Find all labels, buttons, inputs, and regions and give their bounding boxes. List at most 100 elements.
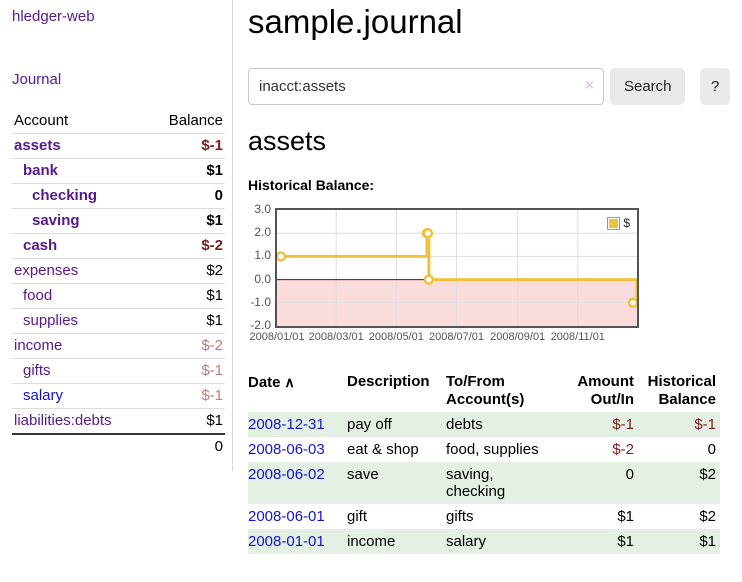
chart-plot: $ [275, 208, 639, 328]
register-row: 2008-06-02 save saving, checking 0 $2 [248, 462, 720, 504]
account-row: bank $1 [12, 158, 225, 184]
search-input[interactable] [248, 68, 605, 105]
sidebar-account-link[interactable]: cash [23, 237, 58, 254]
sidebar-nav: Journal [12, 71, 228, 88]
sidebar-item-journal[interactable]: Journal [12, 71, 62, 88]
register-header-description: Description [343, 370, 442, 412]
sidebar-account-link[interactable]: food [23, 287, 53, 304]
amount-cell: $1 [617, 508, 634, 525]
accounts-total-spacer [12, 434, 147, 459]
account-row: salary $-1 [12, 383, 225, 409]
register-header-to: To/From Account(s) [442, 370, 562, 412]
description-cell: save [347, 466, 379, 483]
accounts-total-row: 0 [12, 434, 225, 459]
sidebar-account-link[interactable]: income [14, 337, 63, 354]
transaction-date-link[interactable]: 2008-01-01 [248, 533, 325, 550]
transaction-date-link[interactable]: 2008-06-01 [248, 508, 325, 525]
sidebar-account-link[interactable]: salary [23, 387, 64, 404]
accounts-cell: gifts [446, 508, 474, 525]
chart-canvas [277, 210, 637, 326]
page-title: sample.journal [248, 3, 463, 40]
chart-section-label: Historical Balance: [248, 177, 375, 193]
accounts-cell: salary [446, 533, 487, 550]
header-label: Description [347, 373, 430, 390]
register-header-historical: Historical Balance [638, 370, 720, 412]
x-axis-tick-label: 2008/11/01 [550, 331, 605, 343]
balance-cell: $-1 [694, 416, 716, 433]
description-cell: income [347, 533, 396, 550]
y-axis-tick-label: 3.0 [254, 202, 271, 216]
search-input-wrap: × [248, 68, 605, 105]
sidebar-account-link[interactable]: assets [14, 137, 61, 154]
account-balance: $1 [206, 212, 223, 229]
account-row: food $1 [12, 283, 225, 309]
accounts-header-account: Account [14, 112, 69, 129]
register-table-body: 2008-12-31 pay off debts $-1 $-1 2008-06-03 ea… [248, 412, 720, 554]
account-balance: $1 [206, 287, 223, 304]
description-cell: eat & shop [347, 441, 419, 458]
register-row: 2008-01-01 income salary $1 $1 [248, 529, 720, 554]
brand-link[interactable]: hledger-web [12, 8, 95, 25]
header-label: Date [248, 374, 281, 391]
sort-asc-icon: ∧ [284, 374, 295, 390]
main-content: sample.journal × Search ? assets Histori… [248, 0, 730, 554]
x-axis-tick-label: 2008/01/01 [249, 331, 305, 343]
sidebar-account-link[interactable]: bank [23, 162, 59, 179]
balance-cell: $1 [699, 533, 716, 550]
register-table: Date ∧ Description To/From Account(s) Amount… [248, 370, 720, 554]
accounts-header-row: Account Balance [12, 109, 225, 134]
account-row: cash $-2 [12, 233, 225, 259]
account-balance: $1 [206, 412, 223, 429]
help-button[interactable]: ? [700, 68, 730, 105]
amount-cell: 0 [625, 466, 634, 483]
account-row: expenses $2 [12, 258, 225, 284]
account-balance: $-2 [201, 237, 223, 254]
amount-cell: $1 [617, 533, 634, 550]
accounts-header-balance: Balance [168, 112, 223, 129]
register-header-date[interactable]: Date ∧ [248, 370, 343, 412]
accounts-cell: saving, checking [446, 466, 506, 500]
x-axis-tick-label: 2008/05/01 [368, 331, 424, 343]
y-axis-tick-label: -2.0 [250, 318, 271, 332]
x-axis-tick-label: 2008/07/01 [428, 331, 485, 343]
accounts-cell: debts [446, 416, 483, 433]
register-row: 2008-06-03 eat & shop food, supplies $-2 0 [248, 437, 720, 462]
sidebar-account-link[interactable]: saving [32, 212, 80, 229]
account-balance: $-1 [201, 362, 223, 379]
register-header-row: Date ∧ Description To/From Account(s) Amount… [248, 370, 720, 412]
search-button[interactable]: Search [610, 68, 686, 105]
balance-cell: $2 [699, 466, 716, 483]
sidebar-account-link[interactable]: expenses [14, 262, 79, 279]
transaction-date-link[interactable]: 2008-06-02 [248, 466, 325, 483]
account-row: supplies $1 [12, 308, 225, 334]
sidebar: hledger-web Journal Account Balance asse… [0, 0, 233, 471]
legend-swatch-icon [607, 216, 621, 230]
sidebar-account-link[interactable]: gifts [23, 362, 51, 379]
account-row: assets $-1 [12, 133, 225, 159]
header-label: To/From Account(s) [446, 373, 525, 408]
account-row: checking 0 [12, 183, 225, 209]
sidebar-account-link[interactable]: liabilities:debts [14, 412, 112, 429]
transaction-date-link[interactable]: 2008-06-03 [248, 441, 325, 458]
header-label: Historical Balance [647, 373, 716, 408]
transaction-date-link[interactable]: 2008-12-31 [248, 416, 325, 433]
account-balance: $1 [206, 162, 223, 179]
chart-legend: $ [605, 215, 632, 231]
account-row: gifts $-1 [12, 358, 225, 384]
account-row: income $-2 [12, 333, 225, 359]
account-balance: $-1 [201, 137, 223, 154]
balance-cell: 0 [707, 441, 716, 458]
sidebar-account-link[interactable]: checking [32, 187, 98, 204]
account-heading: assets [248, 126, 327, 156]
account-row: saving $1 [12, 208, 225, 234]
balance-cell: $2 [699, 508, 716, 525]
account-balance: $2 [206, 262, 223, 279]
y-axis-tick-label: -1.0 [250, 294, 271, 309]
y-axis-tick-label: 1.0 [254, 248, 271, 263]
sidebar-account-link[interactable]: supplies [23, 312, 79, 329]
x-axis-tick-label: 2008/03/01 [308, 331, 364, 343]
y-axis-tick-label: 2.0 [254, 225, 271, 240]
clear-search-icon[interactable]: × [584, 77, 595, 94]
search-form: × Search ? [248, 68, 730, 105]
x-axis-tick-label: 2008/09/01 [490, 331, 546, 343]
